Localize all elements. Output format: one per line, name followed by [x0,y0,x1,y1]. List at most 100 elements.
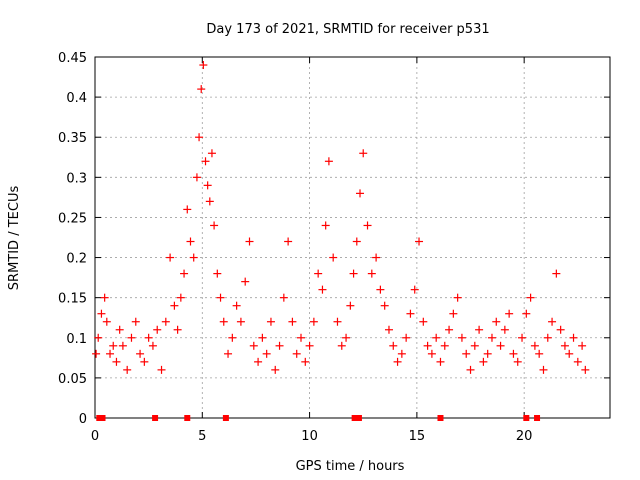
y-tick-label: 0.05 [58,372,87,387]
data-point [479,357,488,366]
data-point [127,333,136,342]
data-point [203,181,212,190]
data-point [346,301,355,310]
y-tick-labels: 0 0.05 0.1 0.15 0.2 0.25 0.3 0.35 0.4 0.45 [58,51,87,427]
data-point [406,309,415,318]
data-point [140,357,149,366]
data-point [271,365,280,374]
data-point [569,333,578,342]
data-point [97,309,106,318]
data-point [423,341,432,350]
data-point [539,365,548,374]
y-tick-label: 0.4 [66,91,87,106]
data-point [102,317,111,326]
data-point [305,341,314,350]
data-point [186,237,195,246]
zero-marker [96,415,103,421]
data-point [170,301,179,310]
data-point [427,349,436,358]
data-point [266,317,275,326]
y-tick-label: 0.15 [58,292,87,307]
data-point [199,61,208,70]
zero-marker [152,415,159,421]
data-point [275,341,284,350]
x-tick-label: 0 [91,429,99,444]
data-point [581,365,590,374]
data-point [487,333,496,342]
x-tick-label: 5 [198,429,206,444]
data-point [180,269,189,278]
data-point [492,317,501,326]
data-point [228,333,237,342]
data-point [333,317,342,326]
data-point [419,317,428,326]
data-point [183,205,192,214]
data-point [262,349,271,358]
data-point [329,253,338,262]
data-point [136,349,145,358]
data-point [384,325,393,334]
zero-marker [534,415,541,421]
data-point [475,325,484,334]
data-point [397,349,406,358]
data-point [258,333,267,342]
data-point [349,269,358,278]
data-point [565,349,574,358]
data-point [548,317,557,326]
data-point [157,365,166,374]
data-point [380,301,389,310]
x-tick-labels: 0 5 10 15 20 [91,429,533,444]
data-point [415,237,424,246]
data-point [530,341,539,350]
data-point [470,341,479,350]
data-point [513,357,522,366]
data-point [288,317,297,326]
data-point [337,341,346,350]
zero-marker [523,415,530,421]
data-point [367,269,376,278]
data-point [573,357,582,366]
zero-marker [99,415,106,421]
data-point [241,277,250,286]
data-point [224,349,233,358]
data-point [213,269,222,278]
zero-marker [351,415,358,421]
data-point [560,341,569,350]
data-point [342,333,351,342]
data-point [359,149,368,158]
data-point [92,349,101,358]
x-axis-label: GPS time / hours [296,459,405,474]
data-point [522,309,531,318]
data-point [131,317,140,326]
y-tick-label: 0.1 [66,332,87,347]
data-point [436,357,445,366]
data-point [314,269,323,278]
data-point [115,325,124,334]
data-point [453,293,462,302]
y-tick-label: 0.35 [58,131,87,146]
data-point [363,221,372,230]
data-point [297,333,305,342]
data-point [301,357,310,366]
data-point [254,357,263,366]
data-point [109,341,118,350]
y-tick-label: 0 [79,412,87,427]
x-tick-label: 20 [516,429,533,444]
data-point [207,149,216,158]
data-point [201,157,210,166]
data-point [94,333,103,342]
data-point [166,253,175,262]
y-tick-label: 0.3 [66,171,87,186]
data-point [123,365,132,374]
data-points [92,61,590,421]
data-point [543,333,552,342]
data-point [376,285,385,294]
data-point [144,333,153,342]
data-point [176,293,185,302]
data-point [106,349,115,358]
data-point [410,285,419,294]
data-point [118,341,127,350]
data-point [432,333,441,342]
data-point [279,293,288,302]
